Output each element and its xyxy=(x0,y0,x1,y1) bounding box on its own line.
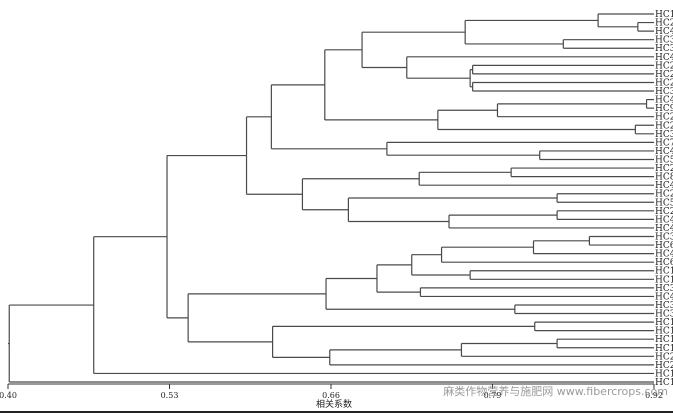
x-tick-label: 0.40 xyxy=(0,391,17,400)
leaf-label: HC41 xyxy=(655,181,673,191)
leaf-label: HC35 xyxy=(655,87,673,97)
leaf-label: HC15 xyxy=(655,275,673,285)
leaf-label: HC18 xyxy=(655,327,673,337)
leaf-label: HC39 xyxy=(655,284,673,294)
x-tick-label: 0.66 xyxy=(322,391,340,400)
leaf-label: HC47 xyxy=(655,250,673,260)
leaf-label: HC46 xyxy=(655,224,673,234)
leaf-label: HC25 xyxy=(655,78,673,88)
leaf-label: HC30 xyxy=(655,301,673,311)
leaf-label: HC14 xyxy=(655,344,673,354)
x-tick-label: 0.53 xyxy=(161,391,179,400)
leaf-label: HC21 xyxy=(655,121,673,131)
leaf-label: HC7 xyxy=(655,138,673,148)
leaf-label: HC3 xyxy=(655,233,673,243)
leaf-label: HC32 xyxy=(655,44,673,54)
leaf-label: HC51 xyxy=(655,155,673,165)
leaf-label: HC36 xyxy=(655,130,673,140)
leaf-label: HC28 xyxy=(655,207,673,217)
leaf-label: HC31 xyxy=(655,36,673,46)
leaf-label: HC29 xyxy=(655,361,673,371)
leaf-label: HC8 xyxy=(655,173,673,183)
leaf-label: HC26 xyxy=(655,70,673,80)
leaf-label: HC49 xyxy=(655,292,673,302)
leaf-label: HC34 xyxy=(655,310,673,320)
leaf-label: HC24 xyxy=(655,61,673,71)
leaf-label: HC17 xyxy=(655,318,673,328)
leaf-label: HC11 xyxy=(655,267,673,277)
leaf-label: HC43 xyxy=(655,215,673,225)
leaf-label: HC1 xyxy=(655,10,673,20)
leaf-label: HC16 xyxy=(655,378,673,388)
leaf-label: HC27 xyxy=(655,352,673,362)
x-tick-label: 0.79 xyxy=(484,391,502,400)
leaf-label: HC53 xyxy=(655,198,673,208)
x-axis-title: 相关系数 xyxy=(316,398,352,410)
leaf-label: HC44 xyxy=(655,147,673,157)
bottom-rule xyxy=(0,411,673,413)
leaf-labels: HC1HC23HC45HC31HC32HC40HC24HC26HC25HC35H… xyxy=(655,10,673,388)
leaf-label: HC9 xyxy=(655,104,673,114)
leaf-label: HC45 xyxy=(655,27,673,37)
watermark: 麻类作物营养与施肥网 www.fibercrops.com xyxy=(443,384,668,398)
leaf-label: HC62 xyxy=(655,258,673,268)
leaf-label: HC22 xyxy=(655,113,673,123)
x-tick-label: 0.92 xyxy=(645,391,663,400)
x-axis: 0.40 0.53 0.66 0.79 0.92 xyxy=(0,383,663,400)
leaf-label: HC19 xyxy=(655,369,673,379)
leaf-label: HC40 xyxy=(655,53,673,63)
leaf-label: HC20 xyxy=(655,190,673,200)
leaf-label: HC23 xyxy=(655,19,673,29)
leaf-label: HC2 xyxy=(655,164,673,174)
dendrogram-links xyxy=(8,13,654,383)
leaf-label: HC6 xyxy=(655,241,673,251)
leaf-label: HC4 xyxy=(655,96,673,106)
